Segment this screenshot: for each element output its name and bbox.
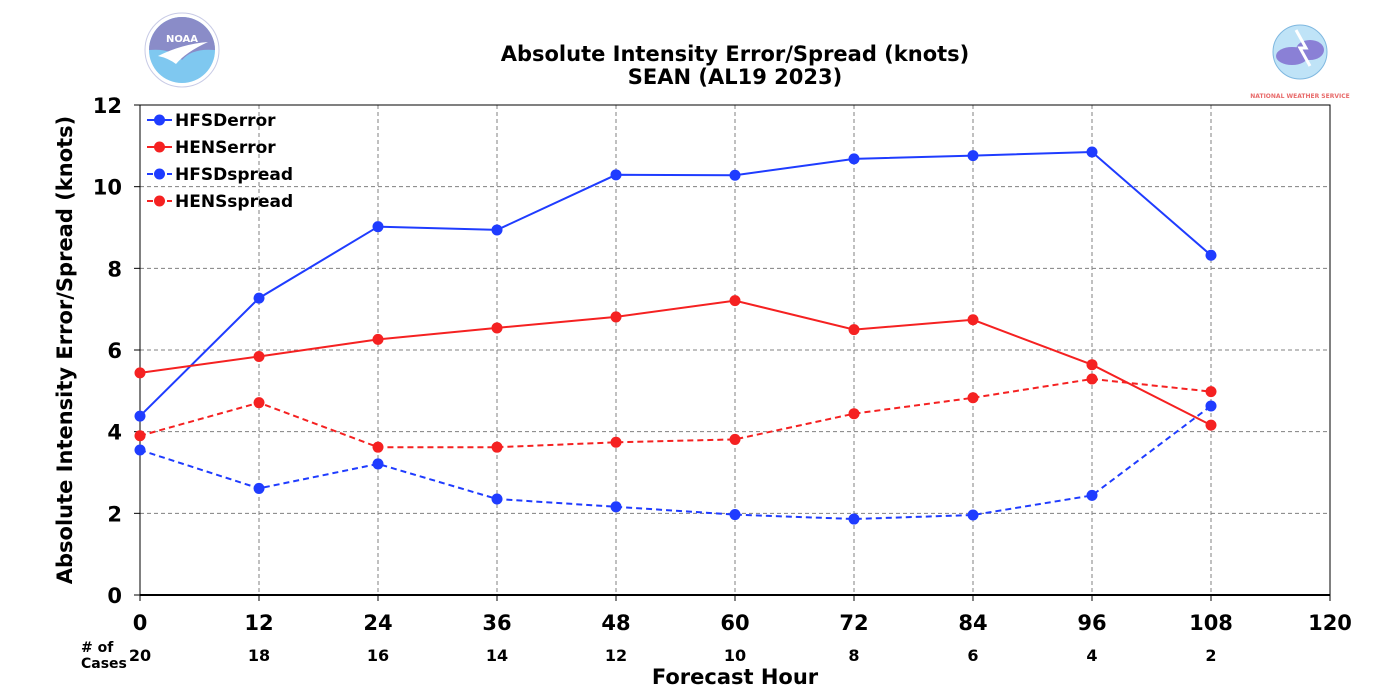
cases-count: 18 (248, 646, 270, 665)
data-point-hensspread (491, 441, 503, 453)
data-point-hfsdspread (729, 509, 741, 521)
y-tick-label: 4 (107, 421, 122, 445)
data-point-hfsdspread (610, 501, 622, 513)
y-tick-label: 2 (107, 502, 122, 526)
data-point-hfsderror (491, 224, 503, 236)
legend-label-hfsderror: HFSDerror (175, 111, 276, 131)
data-point-hensspread (372, 441, 384, 453)
data-point-hensspread (729, 433, 741, 445)
x-tick-label: 84 (958, 611, 987, 635)
data-point-hfsdspread (967, 509, 979, 521)
data-point-hensspread (967, 392, 979, 404)
cases-header-line1: # of (81, 640, 114, 656)
legend-marker-hensspread (154, 195, 165, 207)
y-tick-label: 6 (107, 339, 122, 363)
data-point-henserror (848, 324, 860, 336)
data-point-henserror (253, 351, 265, 363)
y-tick-label: 12 (93, 94, 122, 118)
x-tick-label: 120 (1308, 611, 1352, 635)
data-point-henserror (1086, 359, 1098, 371)
y-tick-label: 8 (107, 257, 122, 281)
data-point-hfsderror (1086, 146, 1098, 158)
cases-header-line2: Cases (81, 656, 127, 672)
data-point-hensspread (134, 430, 146, 442)
chart-title: Absolute Intensity Error/Spread (knots) (501, 42, 970, 66)
chart-subtitle: SEAN (AL19 2023) (628, 65, 842, 89)
x-axis-label: Forecast Hour (652, 665, 819, 689)
x-tick-label: 96 (1077, 611, 1106, 635)
nws-logo: NATIONAL WEATHER SERVICE (1250, 16, 1350, 100)
data-point-hfsdspread (1205, 400, 1217, 412)
x-tick-label: 24 (363, 611, 392, 635)
cases-count: 16 (367, 646, 389, 665)
data-point-hfsdspread (491, 493, 503, 505)
legend-label-hensspread: HENSspread (175, 192, 293, 212)
x-tick-label: 108 (1189, 611, 1233, 635)
data-point-hfsdspread (1086, 489, 1098, 501)
y-tick-label: 0 (107, 584, 122, 608)
data-point-hensspread (848, 408, 860, 420)
data-point-hfsdspread (134, 444, 146, 456)
data-point-hfsderror (967, 150, 979, 162)
x-tick-label: 12 (244, 611, 273, 635)
x-tick-label: 0 (133, 611, 148, 635)
cases-count: 14 (486, 646, 508, 665)
x-tick-label: 48 (601, 611, 630, 635)
x-tick-label: 36 (482, 611, 511, 635)
data-point-henserror (491, 322, 503, 334)
cases-count: 8 (848, 646, 859, 665)
data-point-hfsderror (372, 221, 384, 233)
data-point-hensspread (253, 397, 265, 409)
data-point-henserror (372, 333, 384, 345)
cases-count: 20 (129, 646, 151, 665)
data-point-henserror (729, 295, 741, 307)
data-point-hensspread (1205, 386, 1217, 398)
data-point-hensspread (1086, 373, 1098, 385)
data-point-hfsderror (729, 169, 741, 181)
cases-count: 12 (605, 646, 627, 665)
cases-count: 4 (1086, 646, 1097, 665)
data-point-hfsderror (134, 410, 146, 422)
nws-logo-text: NATIONAL WEATHER SERVICE (1250, 93, 1349, 100)
series-line-henserror (139, 299, 1212, 426)
data-point-hfsderror (253, 292, 265, 304)
data-point-hensspread (610, 436, 622, 448)
series-line-hfsdspread (139, 405, 1212, 521)
y-axis-label: Absolute Intensity Error/Spread (knots) (53, 116, 77, 585)
cases-count: 2 (1205, 646, 1216, 665)
data-point-hfsderror (848, 153, 860, 165)
data-point-hfsdspread (372, 458, 384, 470)
series-line-hfsderror (139, 150, 1212, 417)
legend-label-hfsdspread: HFSDspread (175, 165, 293, 185)
noaa-logo-text: NOAA (166, 34, 198, 45)
data-point-hfsderror (610, 169, 622, 181)
legend-marker-hfsdspread (154, 168, 165, 180)
data-point-hfsdspread (253, 482, 265, 494)
y-tick-label: 10 (93, 176, 122, 200)
noaa-logo: NOAA (144, 12, 220, 88)
x-tick-label: 60 (720, 611, 749, 635)
series-line-hensspread (139, 377, 1212, 449)
cases-count: 6 (967, 646, 978, 665)
cases-count: 10 (724, 646, 746, 665)
legend-label-henserror: HENSerror (175, 138, 276, 158)
data-point-hfsdspread (848, 513, 860, 525)
data-point-henserror (1205, 419, 1217, 431)
legend-marker-hfsderror (154, 114, 165, 126)
data-point-henserror (967, 314, 979, 326)
data-point-henserror (134, 367, 146, 379)
data-point-hfsderror (1205, 249, 1217, 261)
data-point-henserror (610, 311, 622, 323)
x-tick-label: 72 (839, 611, 868, 635)
legend-marker-henserror (154, 141, 165, 153)
